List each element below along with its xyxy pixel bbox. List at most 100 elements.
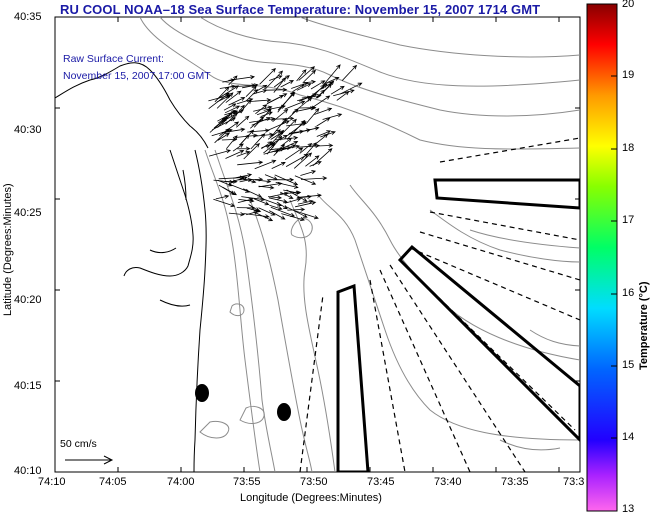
current-vector-arrow xyxy=(245,89,259,102)
y-tick-label: 40:25 xyxy=(14,207,42,219)
current-vector-arrow xyxy=(280,80,295,88)
colorbar-tick-label: 19 xyxy=(622,69,635,81)
current-vector-arrow xyxy=(277,91,296,111)
colorbar-tick-label: 13 xyxy=(622,503,635,515)
current-vector-arrow xyxy=(243,213,270,219)
current-vector-arrow xyxy=(250,116,265,129)
temperature-colorbar xyxy=(586,3,618,512)
current-vector-arrow xyxy=(238,177,257,184)
scale-label: 50 cm/s xyxy=(60,438,97,450)
current-vector-arrow xyxy=(219,84,236,89)
y-tick-label: 40:10 xyxy=(14,465,42,477)
current-vector-arrow xyxy=(316,130,332,137)
current-vector-arrow xyxy=(243,188,263,198)
colorbar-tick-label: 15 xyxy=(622,359,635,371)
axis-tick-marks xyxy=(54,16,580,473)
current-vector-arrow xyxy=(305,155,320,167)
surface-current-vectors xyxy=(208,64,363,222)
current-vector-arrow xyxy=(228,97,246,106)
current-vector-arrow xyxy=(284,205,308,218)
x-tick-label: 74:10 xyxy=(38,476,66,488)
current-vector-arrow xyxy=(208,149,232,157)
current-vector-arrow xyxy=(286,189,308,202)
colorbar-tick-label: 17 xyxy=(622,214,635,226)
current-vector-arrow xyxy=(217,179,233,187)
y-tick-label: 40:15 xyxy=(14,380,42,392)
current-vector-arrow xyxy=(245,85,257,97)
radial-dashed-lines xyxy=(299,137,580,472)
plot-frame xyxy=(54,16,581,473)
current-vector-arrow xyxy=(310,80,326,90)
colorbar-tick-label: 16 xyxy=(622,287,635,299)
current-vector-arrow xyxy=(268,197,288,204)
current-vector-arrow xyxy=(224,179,238,184)
current-vector-arrow xyxy=(258,185,275,190)
current-vector-arrow xyxy=(272,108,289,123)
current-vector-arrow xyxy=(295,200,317,208)
current-vector-arrow xyxy=(237,146,251,151)
current-vector-arrow xyxy=(280,190,302,195)
current-vector-arrow xyxy=(241,196,266,202)
current-vector-arrow xyxy=(258,207,276,216)
x-tick-label: 74:00 xyxy=(167,476,195,488)
current-vector-arrow xyxy=(221,109,245,123)
current-vector-arrow xyxy=(237,160,264,166)
current-vector-arrow xyxy=(253,105,273,112)
current-vector-arrow xyxy=(264,174,279,181)
current-vector-arrow xyxy=(298,66,316,81)
current-vector-arrow xyxy=(217,132,230,141)
current-vector-arrow xyxy=(266,120,290,132)
current-vector-arrow xyxy=(320,82,334,90)
y-axis-label: Latitude (Degrees:Minutes) xyxy=(2,183,14,316)
current-vector-arrow xyxy=(249,98,272,103)
current-vector-arrow xyxy=(293,106,315,113)
current-vector-arrow xyxy=(311,95,331,109)
x-tick-label: 73:40 xyxy=(434,476,462,488)
current-vector-arrow xyxy=(312,133,329,147)
x-tick-label: 73:55 xyxy=(233,476,261,488)
current-vector-arrow xyxy=(236,133,258,138)
current-vector-arrow xyxy=(249,117,276,123)
current-vector-arrow xyxy=(208,92,230,110)
coastline xyxy=(55,62,209,472)
current-vector-arrow xyxy=(294,210,319,220)
figure-title: RU COOL NOAA–18 Sea Surface Temperature:… xyxy=(60,2,541,17)
current-vector-arrow xyxy=(247,128,270,133)
current-vector-arrow xyxy=(255,104,268,115)
current-vector-arrow xyxy=(308,143,334,148)
current-vector-arrow xyxy=(270,147,285,153)
current-vector-arrow xyxy=(230,176,248,183)
current-vector-arrow xyxy=(286,121,307,127)
current-vector-arrow xyxy=(213,198,236,208)
current-vector-arrow xyxy=(324,76,340,85)
current-vector-arrow xyxy=(296,83,312,91)
current-vector-arrow xyxy=(250,133,266,150)
x-tick-label: 73:35 xyxy=(501,476,529,488)
current-vector-arrow xyxy=(236,150,251,157)
current-vector-arrow xyxy=(224,110,239,116)
x-axis-label: Longitude (Degrees:Minutes) xyxy=(240,492,382,504)
current-vector-arrow xyxy=(222,78,236,83)
x-tick-label: 73:3 xyxy=(563,476,585,488)
x-tick-label: 73:45 xyxy=(367,476,395,488)
current-vector-arrow xyxy=(218,184,235,195)
current-vector-arrow xyxy=(266,87,288,92)
current-vector-arrow xyxy=(266,93,288,105)
current-vector-arrow xyxy=(239,178,253,183)
marker-dot-1 xyxy=(195,384,209,402)
x-tick-label: 73:50 xyxy=(300,476,328,488)
current-vector-arrow xyxy=(274,174,299,186)
current-vector-arrow xyxy=(273,77,287,93)
y-tick-label: 40:20 xyxy=(14,294,42,306)
current-vector-arrow xyxy=(333,89,355,97)
current-vector-arrow xyxy=(256,109,272,116)
current-vector-arrow xyxy=(300,176,328,181)
current-vector-arrow xyxy=(330,85,345,95)
current-vector-arrow xyxy=(264,70,284,90)
current-vector-arrow xyxy=(280,137,293,147)
current-vector-arrow xyxy=(261,141,273,150)
current-vector-arrow xyxy=(254,179,272,184)
current-vector-arrow xyxy=(259,67,276,85)
current-note-line2: November 15, 2007 17:00 GMT xyxy=(63,70,211,82)
